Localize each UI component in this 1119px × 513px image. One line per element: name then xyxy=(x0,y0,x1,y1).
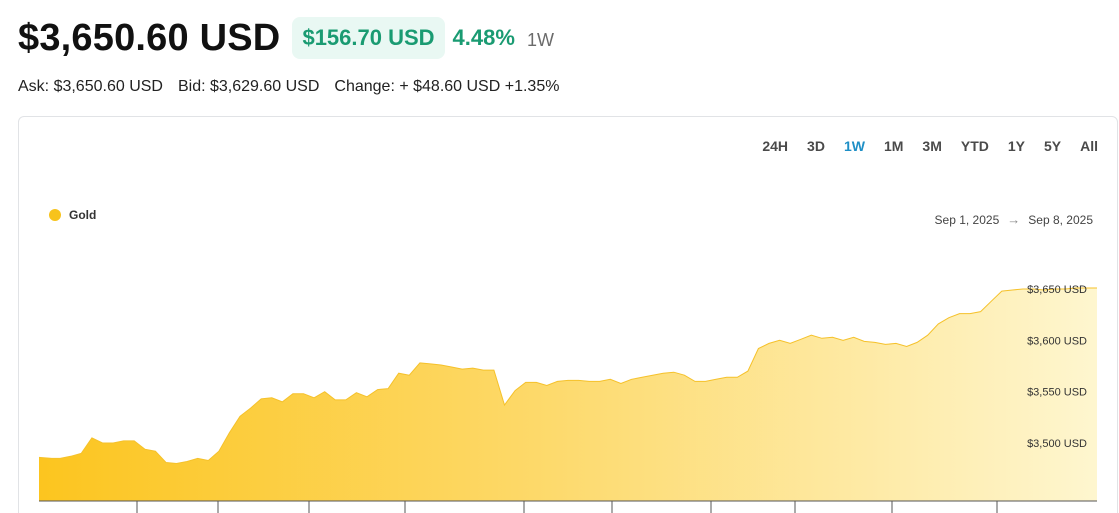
quote-details: Ask: $3,650.60 USD Bid: $3,629.60 USD Ch… xyxy=(18,78,559,96)
ask-price: Ask: $3,650.60 USD xyxy=(18,78,163,95)
bid-price: Bid: $3,629.60 USD xyxy=(177,78,320,95)
current-price: $3,650.60 USD xyxy=(18,17,281,59)
chart-card: $3,500 USD $3,550 USD $3,600 USD $3,650 USD… xyxy=(18,116,1118,513)
legend-gold-label: Gold xyxy=(69,208,97,222)
date-range: Sep 1, 2025 → Sep 8, 2025 xyxy=(935,212,1093,227)
range-button-1y[interactable]: 1Y xyxy=(1007,138,1025,154)
change-period: 1W xyxy=(526,29,554,50)
range-button-all[interactable]: All xyxy=(1080,138,1098,154)
y-tick-label: $3,500 USD xyxy=(1027,438,1087,450)
arrow-right-icon: → xyxy=(1007,212,1021,227)
range-button-1m[interactable]: 1M xyxy=(883,138,904,154)
range-button-24h[interactable]: 24H xyxy=(762,138,789,154)
range-button-3d[interactable]: 3D xyxy=(807,138,825,154)
range-button-3m[interactable]: 3M xyxy=(922,138,942,154)
y-tick-label: $3,550 USD xyxy=(1027,387,1087,399)
price-header: $3,650.60 USD $156.70 USD 4.48% 1W xyxy=(18,15,554,61)
price-chart: $3,500 USD $3,550 USD $3,600 USD $3,650 USD xyxy=(38,284,1097,513)
range-button-ytd[interactable]: YTD xyxy=(960,138,989,154)
date-range-start: Sep 1, 2025 xyxy=(934,212,1000,227)
daily-change: Change: + $48.60 USD +1.35% xyxy=(334,78,560,95)
gold-price-line xyxy=(38,287,1097,465)
change-percent: 4.48% xyxy=(452,25,515,50)
range-button-5y[interactable]: 5Y xyxy=(1043,138,1062,154)
legend-gold-dot xyxy=(49,209,61,221)
y-tick-label: $3,650 USD xyxy=(1027,284,1087,296)
gold-price-area xyxy=(39,288,1097,501)
time-range-selector: 24H 3D 1W 1M 3M YTD 1Y 5Y All xyxy=(743,138,1098,154)
date-range-end: Sep 8, 2025 xyxy=(1028,212,1093,227)
y-tick-label: $3,600 USD xyxy=(1027,335,1087,347)
chart-legend: Gold xyxy=(49,208,96,222)
change-amount-badge: $156.70 USD xyxy=(292,17,445,59)
range-button-1w[interactable]: 1W xyxy=(843,138,865,154)
